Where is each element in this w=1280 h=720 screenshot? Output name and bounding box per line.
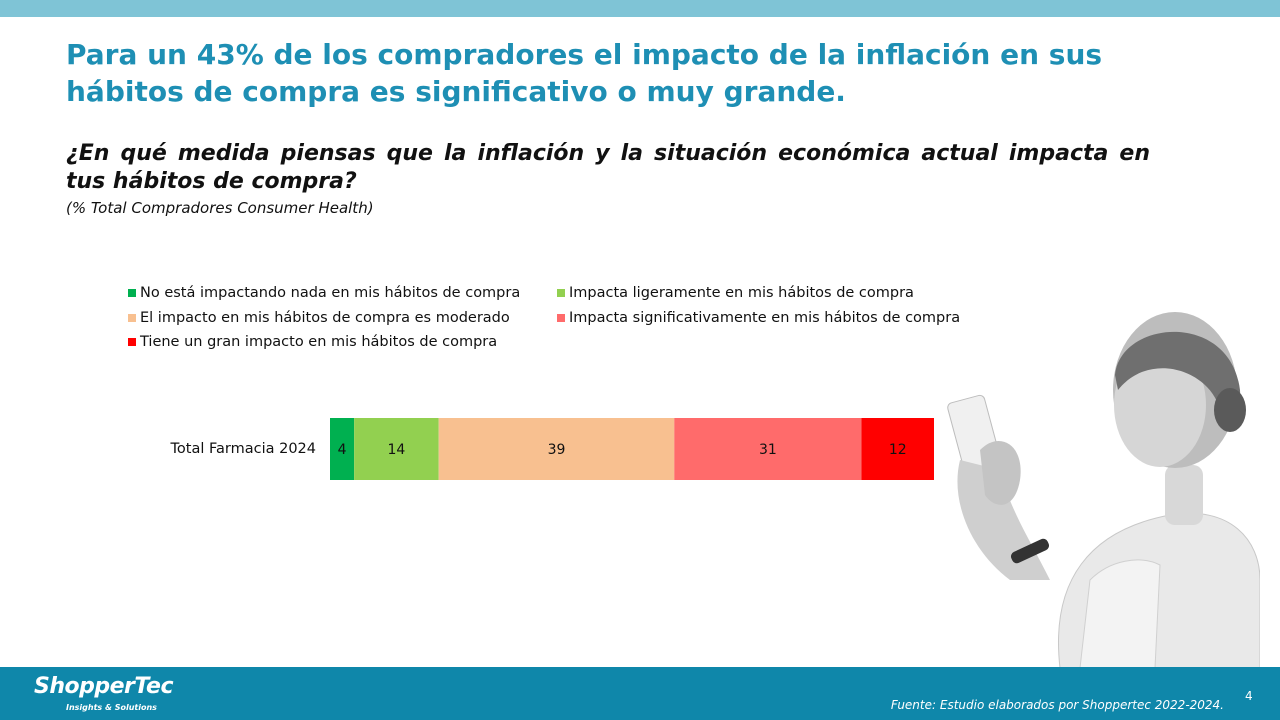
legend-swatch (557, 289, 565, 297)
legend-item-great: Tiene un gran impacto en mis hábitos de … (128, 334, 497, 350)
legend-item-slight: Impacta ligeramente en mis hábitos de co… (557, 285, 914, 301)
legend-item-significant: Impacta significativamente en mis hábito… (557, 310, 960, 326)
legend-swatch (557, 314, 565, 322)
source-note: Fuente: Estudio elaborados por Shopperte… (890, 698, 1224, 712)
legend-swatch (128, 314, 136, 322)
top-accent-bar (0, 0, 1280, 17)
shopper-photo-illustration (947, 312, 1260, 668)
legend-label: Impacta significativamente en mis hábito… (569, 310, 961, 326)
legend-label: Tiene un gran impacto en mis hábitos de … (140, 334, 498, 350)
bar-segment (861, 418, 934, 480)
bar-segment (330, 418, 355, 480)
legend-swatch (128, 338, 136, 346)
survey-question: ¿En qué medida piensas que la inflación … (66, 141, 1150, 194)
bar-segment (674, 418, 862, 480)
bar-value-label: 39 (548, 442, 566, 458)
legend-label: El impacto en mis hábitos de compra es m… (140, 310, 510, 326)
bar-segment (438, 418, 675, 480)
legend-label: No está impactando nada en mis hábitos d… (140, 285, 521, 301)
logo-tagline: Insights & Solutions (66, 703, 157, 712)
page-number: 4 (1245, 689, 1253, 703)
bar-value-label: 14 (388, 442, 406, 458)
legend-swatch (128, 289, 136, 297)
bar-value-label: 31 (759, 442, 777, 458)
slide-title: Para un 43% de los compradores el impact… (66, 38, 1103, 108)
bar-value-label: 4 (338, 442, 347, 458)
bar-value-label: 12 (889, 442, 907, 458)
legend-item-no-impact: No está impactando nada en mis hábitos d… (128, 285, 520, 301)
shoppertec-logo: ShopperTec (34, 674, 174, 699)
category-label: Total Farmacia 2024 (170, 441, 316, 457)
bar-segment (354, 418, 439, 480)
legend-item-moderate: El impacto en mis hábitos de compra es m… (128, 310, 510, 326)
base-note: (% Total Compradores Consumer Health) (66, 199, 374, 217)
legend-label: Impacta ligeramente en mis hábitos de co… (569, 285, 914, 301)
footer-bar (0, 667, 1280, 720)
